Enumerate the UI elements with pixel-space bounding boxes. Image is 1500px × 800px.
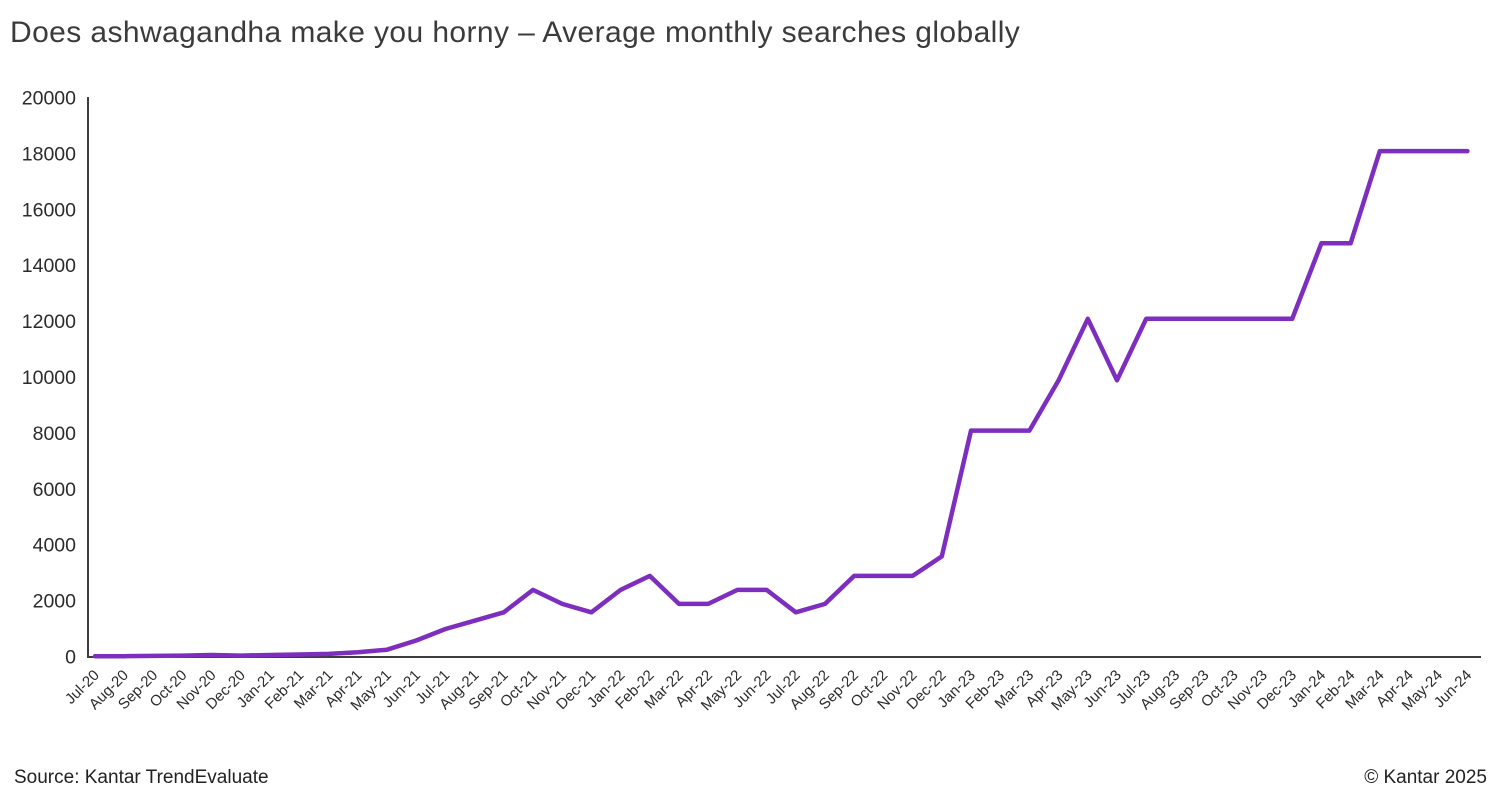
copyright-label: © Kantar 2025	[1364, 767, 1487, 788]
chart-title: Does ashwagandha make you horny – Averag…	[10, 16, 1021, 49]
line-chart: 0 2000 4000 6000 8000 10000 12000 14000 16000 180…	[22, 88, 1481, 714]
source-label: Source: Kantar TrendEvaluate	[14, 767, 269, 788]
y-axis-tick-label: 4000	[33, 535, 77, 557]
y-axis-tick-label: 18000	[22, 143, 76, 165]
y-axis-tick-label: 14000	[22, 255, 76, 277]
y-axis-tick-label: 8000	[33, 423, 77, 445]
y-axis-tick-label: 10000	[22, 367, 76, 389]
axis-line	[87, 97, 1481, 658]
y-axis-tick-label: 6000	[33, 479, 77, 501]
y-axis-tick-label: 2000	[33, 591, 77, 613]
y-axis-tick-label: 16000	[22, 199, 76, 221]
y-axis-tick-label: 20000	[22, 88, 76, 110]
footer: Source: Kantar TrendEvaluate © Kantar 20…	[0, 764, 1500, 800]
trend-line	[92, 148, 1470, 659]
y-axis-tick-label: 0	[65, 647, 76, 669]
y-axis-tick-label: 12000	[22, 311, 76, 333]
